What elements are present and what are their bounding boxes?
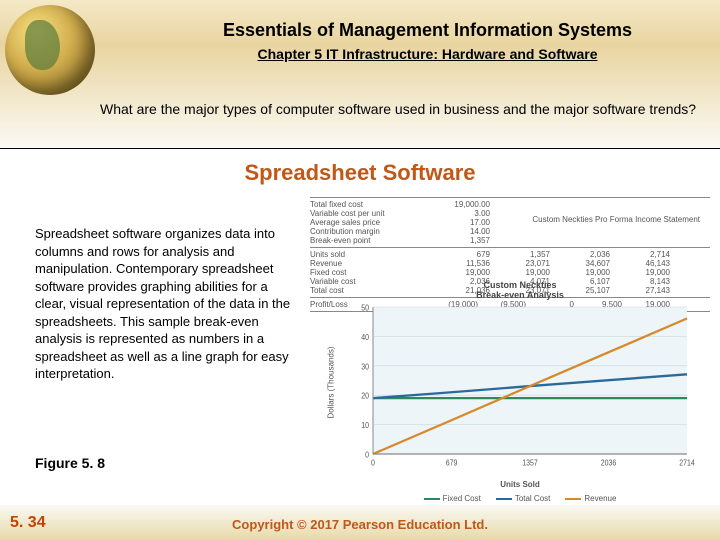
section-title: Spreadsheet Software	[0, 160, 720, 186]
svg-text:679: 679	[446, 458, 458, 468]
assumption-row: Contribution margin14.00	[310, 227, 710, 236]
chart-title: Custom NecktiesBreak-even Analysis	[345, 280, 695, 300]
section-question: What are the major types of computer sof…	[100, 100, 700, 118]
legend-item: Fixed Cost	[424, 494, 481, 503]
svg-text:2036: 2036	[601, 458, 617, 468]
svg-text:40: 40	[361, 332, 369, 342]
income-row: Fixed cost19,00019,00019,00019,000	[310, 268, 710, 277]
income-statement-title: Custom Neckties Pro Forma Income Stateme…	[532, 215, 700, 224]
chart-x-label: Units Sold	[345, 480, 695, 489]
svg-text:10: 10	[361, 421, 369, 431]
header-divider	[0, 148, 720, 149]
svg-text:20: 20	[361, 391, 369, 401]
figure-label: Figure 5. 8	[35, 455, 105, 471]
svg-text:30: 30	[361, 362, 369, 372]
body-text: Spreadsheet software organizes data into…	[35, 225, 295, 383]
legend-item: Total Cost	[496, 494, 551, 503]
main-title: Essentials of Management Information Sys…	[155, 20, 700, 41]
svg-text:0: 0	[365, 450, 369, 460]
income-row: Units sold6791,3572,0362,714	[310, 250, 710, 259]
assumption-row: Break-even point1,357	[310, 236, 710, 245]
svg-text:50: 50	[361, 303, 369, 313]
chapter-title: Chapter 5 IT Infrastructure: Hardware an…	[155, 46, 700, 62]
globe-graphic	[5, 5, 95, 95]
copyright-text: Copyright © 2017 Pearson Education Ltd.	[0, 517, 720, 532]
income-row: Revenue11,53623,07134,60746,143	[310, 259, 710, 268]
chart-legend: Fixed Cost Total Cost Revenue	[345, 494, 695, 503]
svg-text:2714: 2714	[679, 458, 695, 468]
assumption-row: Total fixed cost19,000.00	[310, 200, 710, 209]
breakeven-chart: Custom NecktiesBreak-even Analysis Dolla…	[345, 300, 695, 475]
legend-item: Revenue	[565, 494, 616, 503]
chart-y-label: Dollars (Thousands)	[327, 346, 336, 418]
svg-text:1357: 1357	[522, 458, 538, 468]
chart-svg: 0 10 20 30 40 50 0 679 1357 2036 2714	[345, 300, 695, 475]
svg-text:0: 0	[371, 458, 375, 468]
